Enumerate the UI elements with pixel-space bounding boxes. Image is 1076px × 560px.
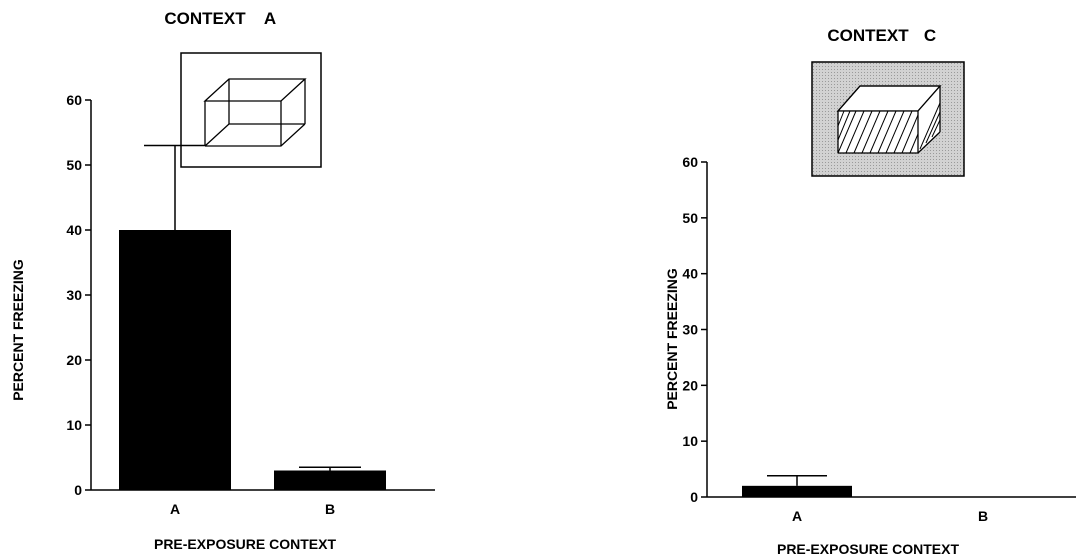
bar-b	[274, 470, 386, 490]
bar-a	[742, 485, 852, 497]
y-axis-label: PERCENT FREEZING	[10, 259, 26, 401]
bars	[119, 230, 386, 490]
panel-title-word: CONTEXT	[827, 26, 909, 45]
chart-panel-context-a: CONTEXT A 0 10 20 30 40 50 60 A B PRE-EXPOSURE…	[10, 9, 435, 552]
y-axis-label: PERCENT FREEZING	[664, 268, 680, 410]
error-bars	[767, 475, 827, 486]
error-bar-b	[299, 466, 361, 471]
bar-a	[119, 230, 231, 490]
chart-panel-context-c: CONTEXT C	[664, 26, 1076, 557]
y-tick-label: 10	[66, 417, 82, 433]
category-label-a: A	[170, 501, 180, 517]
y-tick-label: 20	[66, 352, 82, 368]
y-tick-label: 30	[66, 287, 82, 303]
y-tick-label: 50	[66, 157, 82, 173]
panel-title-letter: C	[924, 26, 936, 45]
context-c-box-icon	[811, 61, 965, 177]
category-label-b: B	[978, 508, 988, 524]
error-bar-a	[144, 144, 206, 230]
category-label-a: A	[792, 508, 802, 524]
y-axis: 0 10 20 30 40 50 60	[682, 154, 708, 505]
y-tick-label: 50	[682, 210, 698, 226]
y-tick-label: 10	[682, 433, 698, 449]
y-tick-label: 60	[682, 154, 698, 170]
bars	[742, 485, 852, 497]
panel-title-letter: A	[264, 9, 276, 28]
y-tick-label: 0	[690, 489, 698, 505]
error-bars	[144, 144, 361, 471]
x-axis-label: PRE-EXPOSURE CONTEXT	[777, 541, 959, 557]
y-tick-label: 40	[66, 222, 82, 238]
y-axis-ticks: 0 10 20 30 40 50 60	[682, 154, 707, 505]
y-axis: 0 10 20 30 40 50 60	[66, 92, 92, 498]
error-bar-a	[767, 475, 827, 486]
category-label-b: B	[325, 501, 335, 517]
y-tick-label: 30	[682, 322, 698, 338]
y-tick-label: 60	[66, 92, 82, 108]
y-tick-label: 0	[74, 482, 82, 498]
panel-title-word: CONTEXT	[164, 9, 246, 28]
context-a-box-icon	[180, 52, 322, 168]
y-tick-label: 20	[682, 377, 698, 393]
y-tick-label: 40	[682, 266, 698, 282]
y-axis-ticks: 0 10 20 30 40 50 60	[66, 92, 91, 498]
x-axis-label: PRE-EXPOSURE CONTEXT	[154, 536, 336, 552]
